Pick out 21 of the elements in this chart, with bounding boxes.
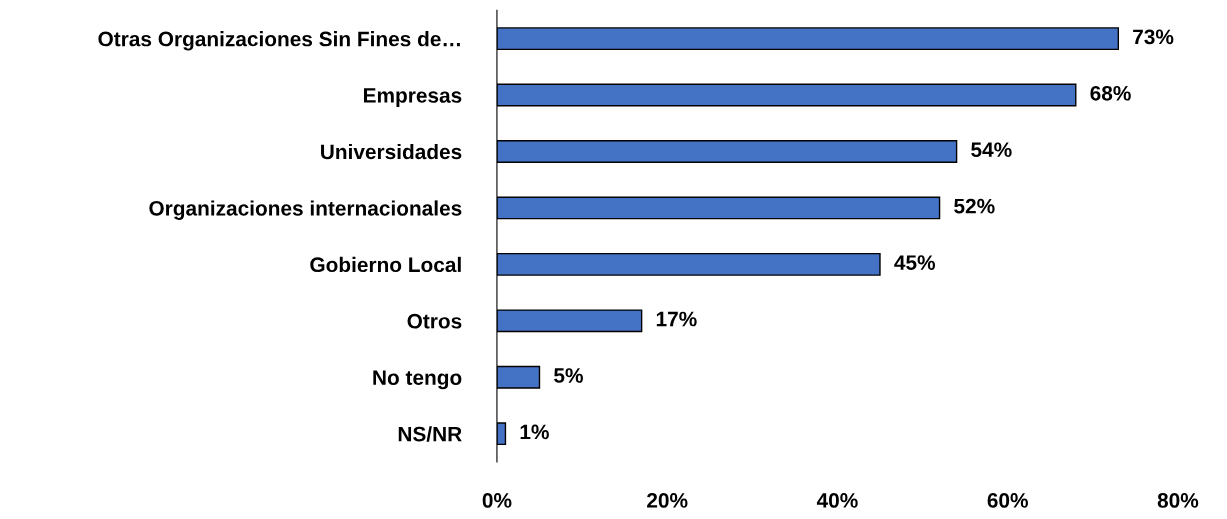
y-tick-label: Empresas [364,88,462,107]
y-tick-label: NS/NR [398,426,462,442]
data-label: 52% [954,198,995,214]
y-tick-label: Organizaciones internacionales [149,200,462,220]
x-tick-label: 40% [816,493,858,508]
x-tick-label: 0% [482,493,512,508]
y-tick-label: Gobierno Local [310,256,461,273]
x-tick-label: 20% [647,493,688,508]
y-tick-label: Universidades [321,143,462,160]
y-tick-label: Otros [407,313,462,329]
data-label: 68% [1090,85,1131,101]
data-label: 54% [971,142,1012,158]
data-label: 45% [894,255,936,270]
data-label: 73% [1133,29,1174,45]
data-label: 17% [656,311,697,327]
x-tick-label: 80% [1157,493,1199,508]
data-label: 5% [554,368,583,383]
y-tick-label: Otras Organizaciones Sin Fines de… [98,31,460,51]
data-label: 1% [520,424,549,440]
y-tick-label: No tengo [373,370,462,390]
x-tick-label: 60% [987,493,1028,508]
